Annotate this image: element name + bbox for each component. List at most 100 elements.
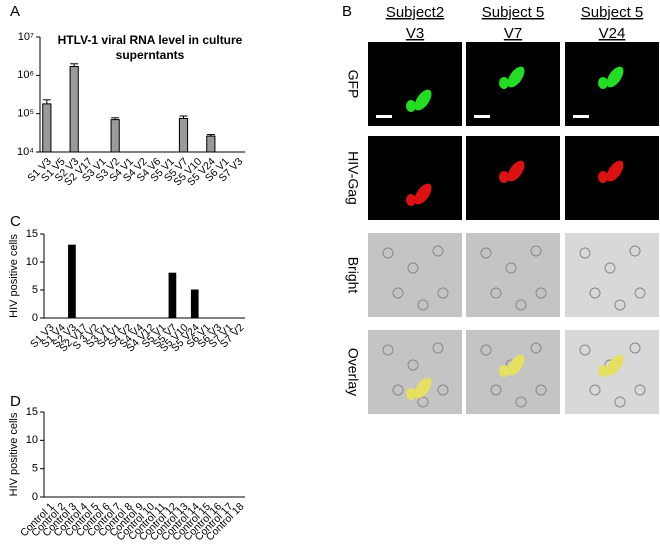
scale-bar [376,115,392,118]
y-tick-label: 0 [32,312,38,324]
y-tick-label: 15 [26,406,38,418]
cell-signal [598,77,608,89]
cell [515,396,527,408]
cell [589,384,601,396]
y-tick-label: 5 [32,463,38,475]
cell [515,299,527,311]
cell [634,384,646,396]
cell-signal [598,365,608,377]
row-label: Bright [345,257,361,294]
cell [604,262,616,274]
column-header: Subject 5 [581,4,644,21]
cell [480,247,492,259]
bar [178,117,189,153]
y-tick-label: 10⁵ [17,108,34,120]
cell [437,384,449,396]
row-label: GFP [345,70,361,99]
panel-label: B [342,3,352,20]
cell-signal [406,100,416,112]
cell [417,396,429,408]
scale-bar [474,115,490,118]
y-tick-label: 10⁴ [17,146,34,158]
cell [407,262,419,274]
column-header: Subject 5 [482,4,545,21]
cell [432,245,444,257]
cell-signal [406,194,416,206]
y-tick-label: 10 [26,256,38,268]
row-label: HIV-Gag [345,151,361,205]
bar [42,103,52,153]
micrograph [368,233,462,317]
bar [110,119,120,153]
micrograph [368,330,462,414]
cell-signal [606,66,624,88]
cell [530,245,542,257]
panel-label: C [10,213,21,230]
cell-signal [414,377,432,399]
chart-title: HTLV-1 viral RNA level in culture supern… [57,33,243,62]
micrograph [368,136,462,220]
cell [634,287,646,299]
cell-signal [499,77,509,89]
cell [629,245,641,257]
y-axis-label: HIV positive cells [8,412,20,496]
cell [530,342,542,354]
cell-signal [414,183,432,205]
bar [206,135,216,153]
panel-label: D [10,393,21,410]
y-tick-label: 5 [32,284,38,296]
cell [579,344,591,356]
cell-signal [499,365,509,377]
y-tick-label: 10 [26,434,38,446]
cell-signal [414,89,432,111]
column-header: V3 [406,25,424,42]
cell [490,287,502,299]
cell [505,262,517,274]
cell-signal [507,354,525,376]
cell [417,299,429,311]
cell [589,287,601,299]
cell [432,342,444,354]
micrograph [466,233,560,317]
y-tick-label: 15 [26,228,38,240]
cell [490,384,502,396]
cell [382,344,394,356]
cell [535,384,547,396]
y-axis-label: HIV positive cells [8,234,20,318]
y-tick-label: 0 [32,491,38,503]
cell [480,344,492,356]
cell [437,287,449,299]
cell [535,287,547,299]
bar [68,244,76,319]
column-header: V24 [599,25,626,42]
panel-label: A [10,3,20,20]
column-header: V7 [504,25,522,42]
cell-signal [499,171,509,183]
bar [168,272,177,319]
cell-signal [507,160,525,182]
cell-signal [507,66,525,88]
scale-bar [573,115,589,118]
column-header: Subject2 [386,4,444,21]
y-tick-label: 10⁷ [18,31,34,43]
cell-signal [606,354,624,376]
cell [392,384,404,396]
y-tick-label: 10⁶ [17,69,34,81]
bar [69,65,79,153]
cell [629,342,641,354]
cell [614,299,626,311]
bar [190,289,199,319]
cell [407,359,419,371]
cell [392,287,404,299]
cell-signal [406,388,416,400]
cell-signal [598,171,608,183]
micrograph [368,42,462,126]
cell [579,247,591,259]
micrograph [565,233,659,317]
cell [614,396,626,408]
cell-signal [606,160,624,182]
row-label: Overlay [345,348,361,396]
cell [382,247,394,259]
